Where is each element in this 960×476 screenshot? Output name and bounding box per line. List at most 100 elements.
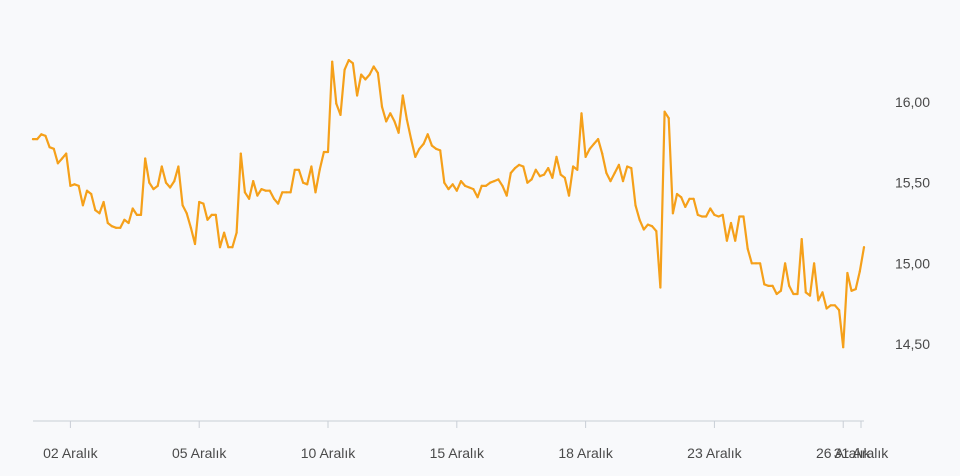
- data-point: [106, 221, 109, 225]
- data-point: [69, 184, 72, 187]
- data-point: [127, 221, 130, 225]
- data-point: [759, 262, 762, 265]
- data-point: [609, 180, 612, 183]
- data-point: [31, 138, 35, 141]
- data-point: [110, 225, 113, 228]
- data-point: [543, 173, 546, 176]
- data-point: [326, 150, 330, 154]
- data-point: [601, 152, 604, 155]
- data-point: [439, 149, 442, 152]
- data-point: [451, 183, 454, 186]
- data-point: [56, 162, 60, 165]
- data-point: [397, 131, 400, 134]
- data-point: [509, 171, 512, 175]
- data-point: [243, 191, 246, 194]
- data-point: [281, 191, 284, 194]
- data-point: [854, 288, 857, 291]
- data-point: [808, 294, 812, 297]
- data-point: [302, 181, 305, 184]
- data-point: [202, 202, 205, 205]
- data-point: [825, 307, 828, 310]
- data-point: [692, 197, 695, 200]
- data-point: [858, 270, 861, 273]
- data-point: [472, 188, 475, 191]
- data-point: [721, 213, 724, 216]
- data-point: [335, 102, 338, 105]
- data-point: [189, 226, 192, 229]
- x-tick-label: 31 Aralık: [834, 445, 889, 461]
- data-point: [443, 181, 446, 184]
- data-point: [696, 213, 699, 216]
- x-tick-label: 15 Aralık: [430, 445, 485, 461]
- x-tick-label: 05 Aralık: [172, 445, 227, 461]
- data-point: [522, 165, 525, 168]
- data-point: [285, 191, 288, 194]
- data-point: [418, 147, 421, 150]
- data-point: [401, 94, 404, 97]
- data-point: [447, 188, 450, 191]
- data-point: [796, 292, 799, 296]
- data-point: [775, 292, 778, 296]
- data-point: [771, 284, 774, 287]
- data-point: [144, 157, 147, 160]
- data-point: [389, 112, 392, 115]
- data-point: [235, 231, 238, 234]
- data-point: [538, 175, 542, 178]
- data-point: [800, 238, 803, 241]
- data-point: [343, 68, 346, 71]
- data-point: [139, 213, 143, 216]
- data-point: [659, 286, 662, 289]
- data-point: [44, 134, 47, 137]
- data-point: [169, 186, 172, 189]
- data-point: [700, 215, 704, 218]
- data-point: [480, 184, 483, 187]
- data-point: [256, 194, 259, 197]
- data-point: [784, 262, 787, 265]
- data-point: [185, 212, 188, 215]
- y-tick-label: 16,00: [895, 94, 930, 110]
- x-tick-label: 02 Aralık: [43, 445, 98, 461]
- data-point: [264, 189, 267, 192]
- data-point: [277, 202, 280, 205]
- data-point: [734, 239, 737, 242]
- data-point: [813, 262, 816, 265]
- data-point: [505, 194, 508, 197]
- data-point: [306, 183, 309, 186]
- data-point: [455, 189, 458, 192]
- data-point: [268, 189, 271, 192]
- data-point: [351, 62, 354, 65]
- data-point: [164, 181, 168, 184]
- data-point: [252, 180, 255, 183]
- data-point: [193, 242, 197, 246]
- data-point: [356, 94, 359, 97]
- data-point: [646, 223, 650, 226]
- data-point: [717, 215, 720, 218]
- data-point: [688, 197, 691, 200]
- data-point: [40, 133, 43, 136]
- data-point: [588, 147, 591, 150]
- data-point: [497, 178, 500, 181]
- data-point: [634, 204, 637, 207]
- data-point: [364, 78, 367, 81]
- data-point: [829, 304, 832, 307]
- data-point: [115, 226, 118, 229]
- data-point: [534, 168, 537, 171]
- data-point: [148, 181, 151, 184]
- data-point: [584, 155, 587, 158]
- data-point: [464, 184, 467, 187]
- data-point: [48, 146, 51, 149]
- data-point: [73, 183, 76, 186]
- data-point: [206, 218, 209, 221]
- data-point: [792, 292, 795, 296]
- data-point: [410, 138, 413, 141]
- data-point: [530, 178, 533, 181]
- data-point: [289, 191, 292, 194]
- data-point: [61, 157, 64, 160]
- data-point: [842, 346, 845, 349]
- data-point: [675, 192, 679, 196]
- data-point: [838, 309, 841, 312]
- data-point: [630, 167, 633, 170]
- data-point: [293, 168, 296, 171]
- data-point: [426, 133, 429, 136]
